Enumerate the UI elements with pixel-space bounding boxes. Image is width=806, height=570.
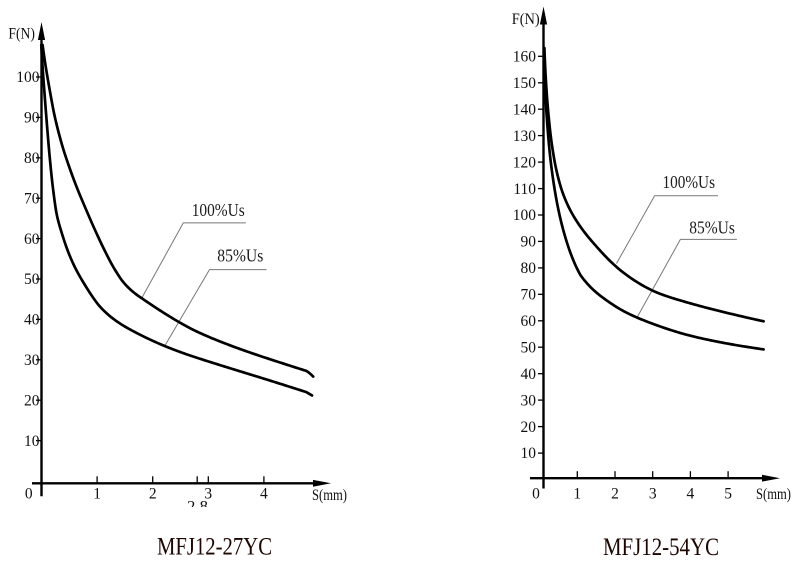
svg-text:85%Us: 85%Us [217,246,263,266]
svg-text:0: 0 [25,486,33,503]
svg-text:160: 160 [513,49,537,66]
svg-text:20: 20 [24,392,40,409]
svg-text:20: 20 [521,419,537,436]
svg-text:MFJ12-54YC: MFJ12-54YC [603,532,719,561]
svg-text:S(mm): S(mm) [312,487,347,504]
svg-text:10: 10 [521,445,537,462]
svg-text:0: 0 [532,486,540,503]
svg-text:60: 60 [521,313,537,330]
svg-text:5: 5 [724,486,732,503]
svg-text:80: 80 [24,150,40,167]
svg-text:2: 2 [611,486,619,503]
svg-text:100: 100 [16,69,40,86]
svg-text:10: 10 [24,433,40,450]
svg-text:30: 30 [24,352,40,369]
svg-text:30: 30 [521,392,537,409]
svg-text:130: 130 [513,128,537,145]
svg-text:1: 1 [93,486,101,503]
svg-text:3: 3 [649,486,657,503]
svg-text:80: 80 [521,260,537,277]
svg-text:3: 3 [204,486,212,503]
svg-text:150: 150 [513,75,537,92]
svg-text:110: 110 [513,181,536,198]
svg-text:F(N): F(N) [8,26,35,43]
svg-text:MFJ12-27YC: MFJ12-27YC [157,532,272,561]
svg-text:50: 50 [521,339,537,356]
svg-text:40: 40 [521,366,537,383]
svg-text:100%Us: 100%Us [663,172,716,192]
svg-text:70: 70 [521,287,537,304]
svg-text:100: 100 [513,207,537,224]
svg-text:4: 4 [260,486,268,503]
svg-text:1: 1 [573,486,581,503]
svg-text:40: 40 [24,312,40,329]
svg-text:90: 90 [521,234,537,251]
svg-text:90: 90 [24,110,40,127]
svg-text:70: 70 [24,190,40,207]
svg-text:60: 60 [24,231,40,248]
svg-text:S(mm): S(mm) [756,486,791,503]
svg-text:85%Us: 85%Us [689,218,735,238]
svg-text:F(N): F(N) [512,11,540,28]
svg-text:2.8: 2.8 [187,499,208,516]
svg-text:140: 140 [513,101,537,118]
svg-text:120: 120 [513,154,537,171]
svg-text:100%Us: 100%Us [192,200,245,220]
svg-text:2: 2 [149,486,157,503]
svg-text:4: 4 [687,486,695,503]
svg-text:50: 50 [24,271,40,288]
